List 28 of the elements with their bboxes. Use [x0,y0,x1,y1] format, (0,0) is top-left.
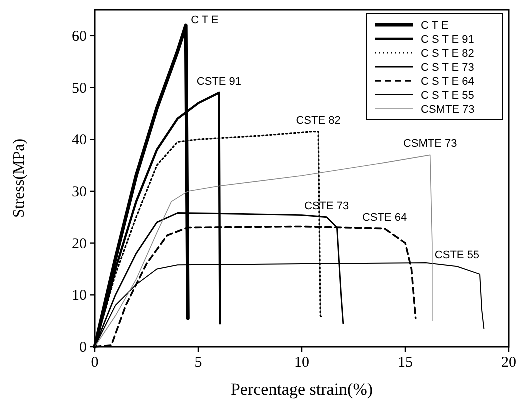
y-tick-label: 40 [72,132,87,149]
legend-label: C S T E 82 [421,48,474,60]
y-tick-label: 30 [72,184,87,200]
x-tick-label: 15 [398,355,413,371]
annotation: CSTE 91 [196,76,242,88]
x-tick-label: 20 [502,355,516,371]
x-tick-label: 0 [91,355,99,371]
legend-label: CSMTE 73 [421,104,475,116]
legend-label: C T E [421,20,449,32]
annotation: CSMTE 73 [403,138,458,150]
legend-label: C S T E 55 [421,90,474,102]
x-tick-label: 5 [194,355,202,371]
y-tick-label: 10 [72,288,87,304]
x-axis-title: Percentage strain(%) [230,380,374,399]
y-tick-label: 20 [72,236,87,252]
legend-label: C S T E 64 [421,76,474,88]
x-tick-label: 10 [294,355,310,371]
y-tick-label: 0 [80,340,87,356]
y-axis-title: Stress(MPa) [11,138,28,218]
annotation: CSTE 64 [362,212,408,224]
legend-label: C S T E 91 [421,34,474,46]
annotation: CSTE 73 [304,200,350,212]
annotation: CSTE 82 [296,114,341,127]
y-tick-label: 60 [72,28,87,45]
annotation: C T E [191,14,219,27]
y-tick-label: 50 [72,80,87,97]
annotation: CSTE 55 [434,250,480,262]
legend-label: C S T E 73 [421,62,474,74]
